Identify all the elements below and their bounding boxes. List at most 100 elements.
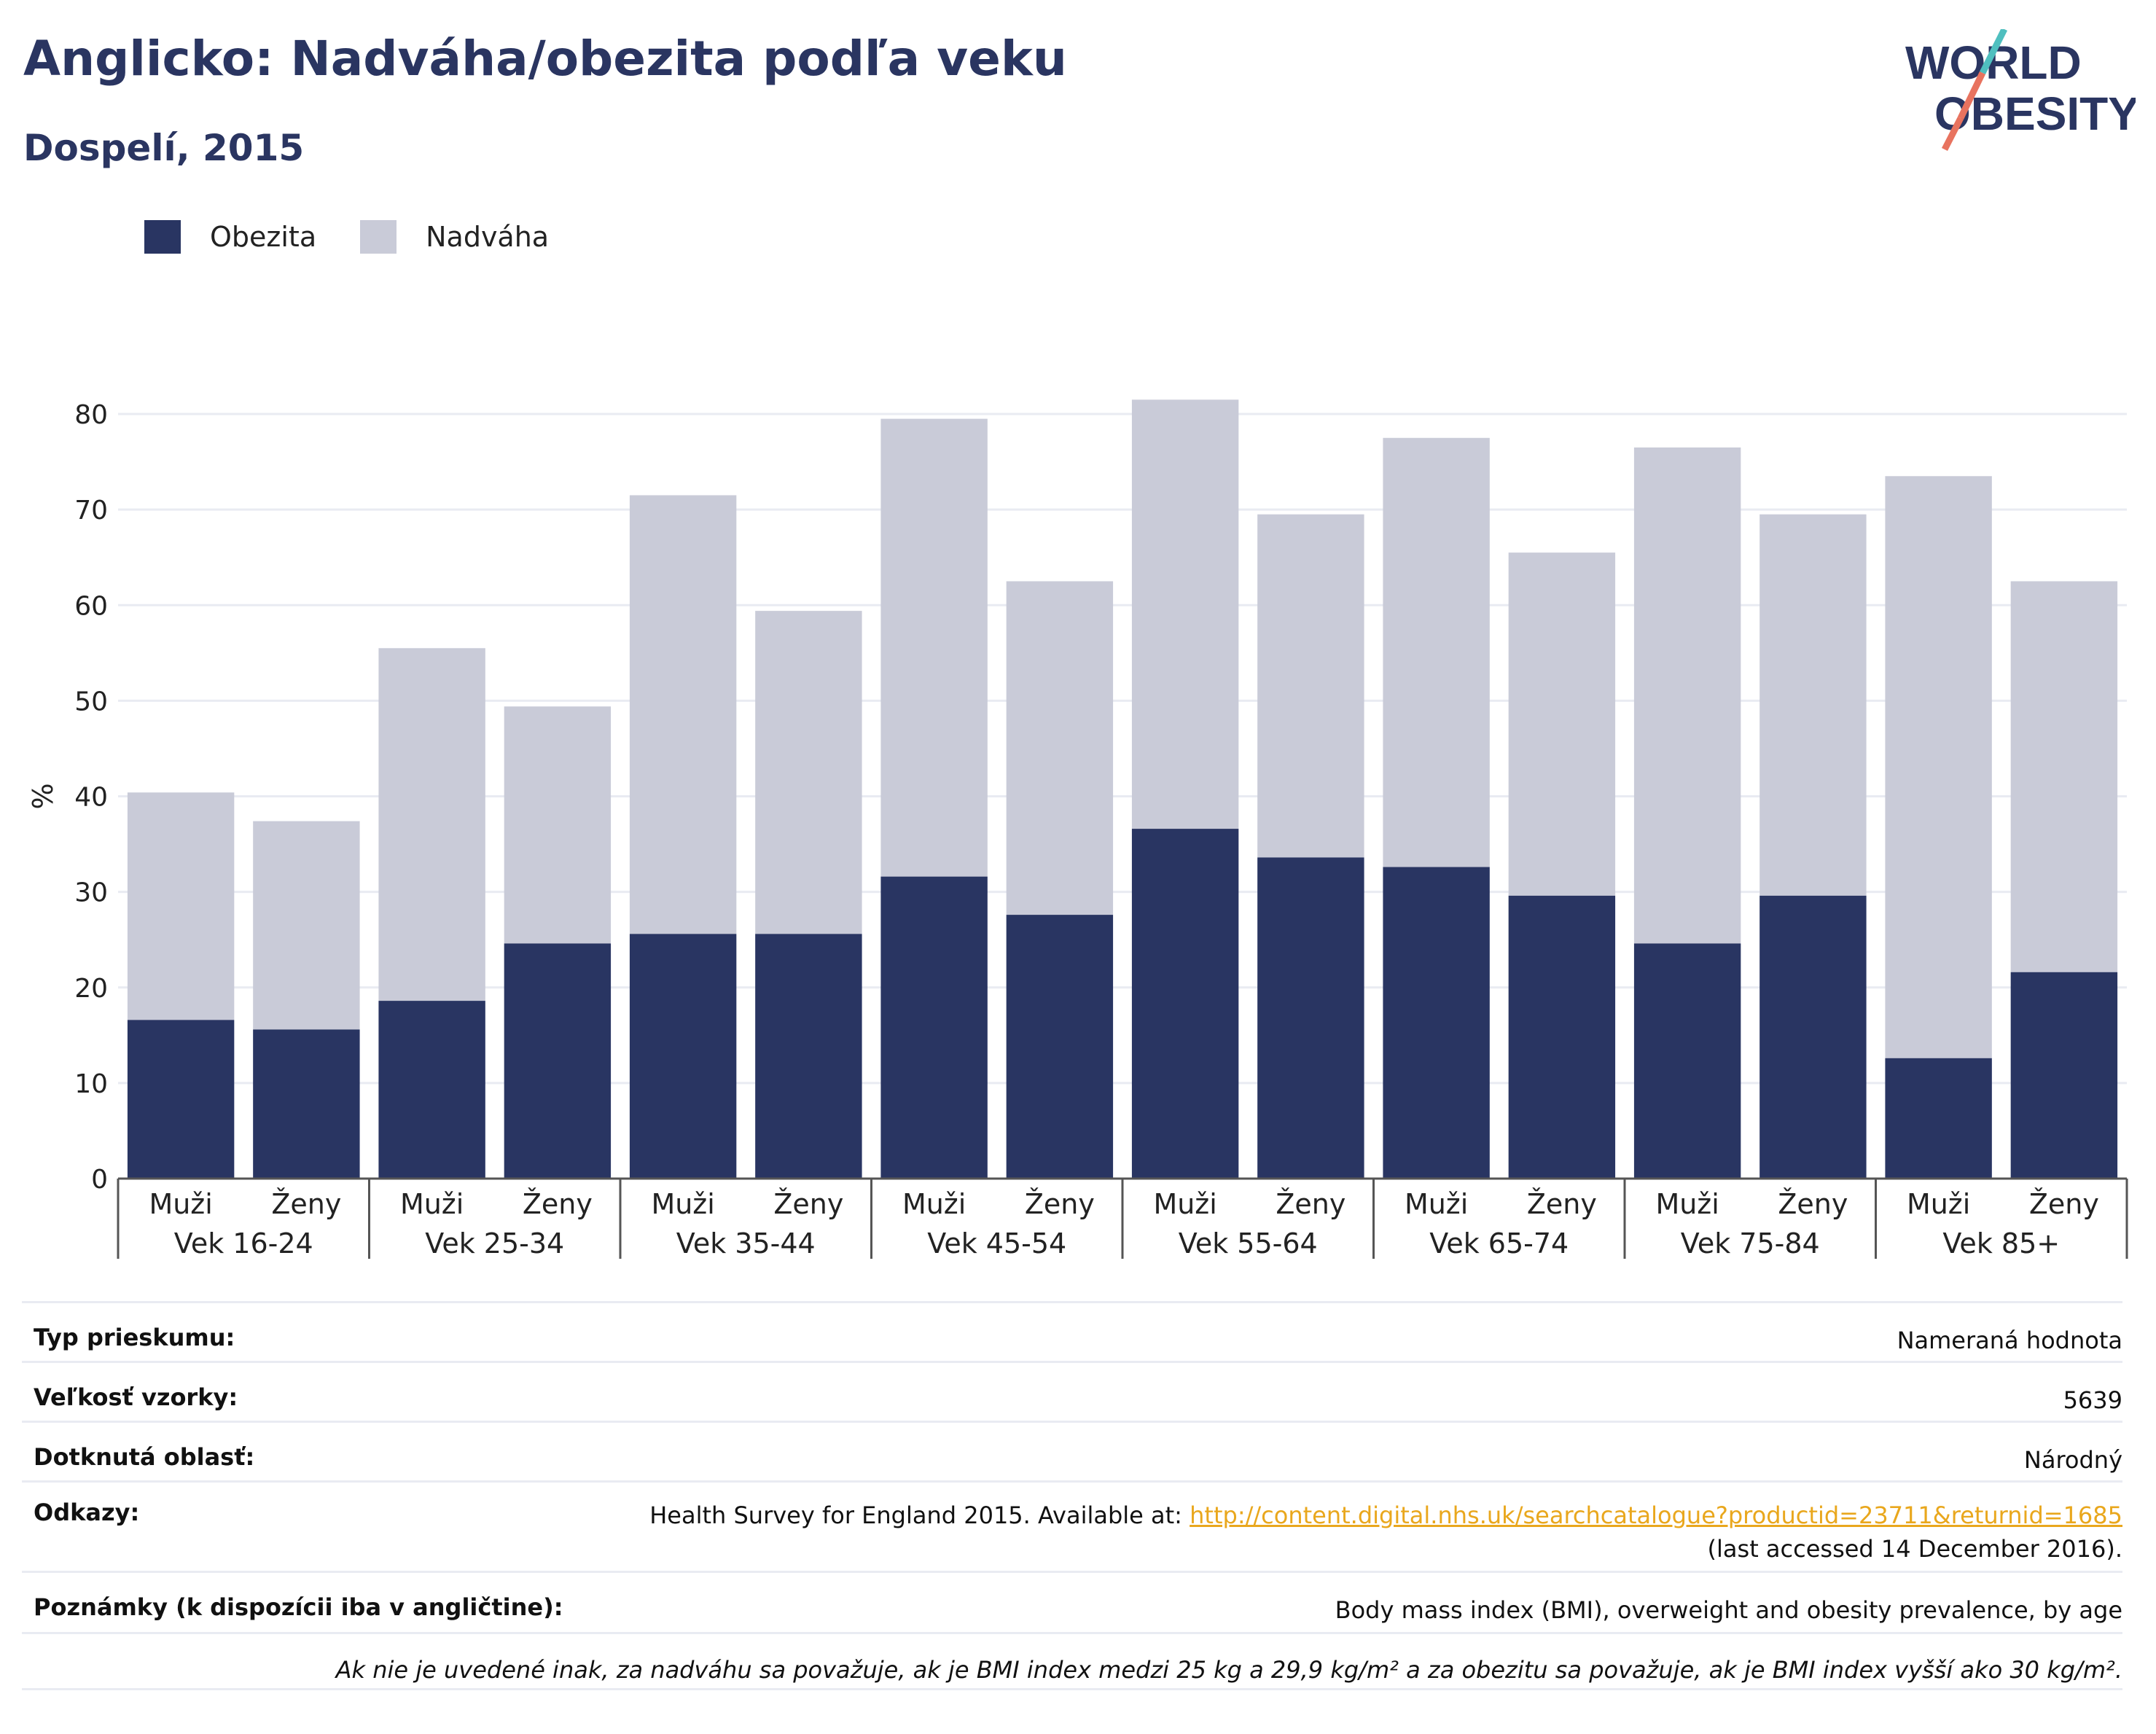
x-category-label: Ženy bbox=[271, 1188, 341, 1220]
x-category-label: Muži bbox=[1153, 1188, 1216, 1220]
legend-label-nadvaha: Nadváha bbox=[426, 221, 550, 253]
y-tick-label: 40 bbox=[74, 783, 108, 813]
y-tick-label: 20 bbox=[74, 974, 108, 1004]
x-group-label: Vek 45-54 bbox=[927, 1227, 1066, 1260]
bar-nadvaha bbox=[2010, 581, 2118, 972]
legend-swatch-obezita bbox=[144, 220, 181, 254]
info-row-survey-type: Typ prieskumu: Nameraná hodnota bbox=[22, 1301, 2122, 1361]
stacked-bar-chart: 0 10 20 30 40 50 60 70 80% Muži Ženy Muži Ženy Muži Že… bbox=[27, 399, 2128, 1260]
bar-nadvaha bbox=[1759, 514, 1867, 896]
page-subtitle: Dospelí, 2015 bbox=[23, 127, 305, 169]
bar-obezita bbox=[755, 934, 862, 1179]
y-tick-label: 80 bbox=[74, 400, 108, 430]
y-tick-label: 10 bbox=[74, 1069, 108, 1099]
bar-obezita bbox=[253, 1029, 360, 1179]
bar-obezita bbox=[1633, 943, 1741, 1179]
bar-obezita bbox=[1006, 915, 1114, 1179]
bar-nadvaha bbox=[1131, 399, 1239, 829]
references-suffix: (last accessed 14 December 2016). bbox=[1707, 1535, 2122, 1563]
bar-nadvaha bbox=[1006, 581, 1114, 915]
bar-nadvaha bbox=[504, 706, 612, 944]
info-label: Typ prieskumu: bbox=[34, 1324, 235, 1351]
x-category-label: Ženy bbox=[1276, 1188, 1345, 1220]
x-group-label: Vek 65-74 bbox=[1429, 1227, 1569, 1260]
info-row-sample-size: Veľkosť vzorky: 5639 bbox=[22, 1361, 2122, 1421]
x-group-label: Vek 75-84 bbox=[1681, 1227, 1820, 1260]
info-label: Odkazy: bbox=[34, 1499, 140, 1526]
x-category-label: Muži bbox=[1655, 1188, 1719, 1220]
bar-obezita bbox=[378, 1001, 485, 1179]
bar-nadvaha bbox=[755, 611, 862, 934]
info-table: Typ prieskumu: Nameraná hodnota Veľkosť … bbox=[22, 1301, 2122, 1690]
x-group-label: Vek 55-64 bbox=[1179, 1227, 1318, 1260]
info-value: Body mass index (BMI), overweight and ob… bbox=[1335, 1596, 2122, 1624]
logo-stroke-coral bbox=[1957, 71, 1986, 120]
bar-obezita bbox=[1257, 857, 1364, 1179]
x-category-label: Ženy bbox=[1778, 1188, 1848, 1220]
info-value: Národný bbox=[2023, 1446, 2122, 1474]
info-value: 5639 bbox=[2063, 1386, 2122, 1414]
references-link[interactable]: http://content.digital.nhs.uk/searchcata… bbox=[1190, 1501, 2122, 1529]
x-category-label: Muži bbox=[1405, 1188, 1468, 1220]
legend-item-nadvaha: Nadváha bbox=[360, 220, 549, 254]
bar-obezita bbox=[1508, 895, 1616, 1179]
bar-nadvaha bbox=[1257, 514, 1364, 858]
bar-obezita bbox=[2010, 972, 2118, 1179]
world-obesity-logo: WORLD OBESITY bbox=[1902, 27, 2139, 160]
x-category-label: Muži bbox=[400, 1188, 464, 1220]
info-label: Dotknutá oblasť: bbox=[34, 1443, 255, 1471]
y-tick-label: 30 bbox=[74, 878, 108, 908]
bar-nadvaha bbox=[253, 821, 360, 1030]
references-value: Health Survey for England 2015. Availabl… bbox=[628, 1499, 2122, 1566]
info-value: Nameraná hodnota bbox=[1897, 1327, 2122, 1354]
bar-nadvaha bbox=[127, 792, 235, 1020]
bar-obezita bbox=[1383, 867, 1490, 1179]
references-prefix: Health Survey for England 2015. Availabl… bbox=[649, 1501, 1190, 1529]
x-category-label: Muži bbox=[149, 1188, 212, 1220]
page-title: Anglicko: Nadváha/obezita podľa veku bbox=[23, 31, 1067, 87]
bar-obezita bbox=[629, 934, 737, 1179]
info-row-area: Dotknutá oblasť: Národný bbox=[22, 1421, 2122, 1480]
legend-swatch-nadvaha bbox=[360, 220, 397, 254]
info-label: Poznámky (k dispozícii iba v angličtine)… bbox=[34, 1593, 563, 1621]
x-category-label: Muži bbox=[651, 1188, 714, 1220]
bar-obezita bbox=[1885, 1058, 1992, 1179]
bar-obezita bbox=[1759, 895, 1867, 1179]
legend-item-obezita: Obezita bbox=[144, 220, 316, 254]
x-category-label: Ženy bbox=[2029, 1188, 2099, 1220]
legend-label-obezita: Obezita bbox=[210, 221, 317, 253]
x-category-label: Ženy bbox=[1025, 1188, 1095, 1220]
y-tick-label: 0 bbox=[91, 1165, 108, 1195]
x-category-label: Ženy bbox=[773, 1188, 843, 1220]
x-group-label: Vek 25-34 bbox=[425, 1227, 564, 1260]
y-tick-label: 60 bbox=[74, 591, 108, 621]
bar-obezita bbox=[880, 876, 988, 1179]
bar-obezita bbox=[1131, 829, 1239, 1179]
x-group-label: Vek 85+ bbox=[1942, 1227, 2060, 1260]
bar-obezita bbox=[504, 943, 612, 1179]
bar-nadvaha bbox=[1633, 447, 1741, 944]
bar-obezita bbox=[127, 1020, 235, 1179]
x-category-label: Muži bbox=[902, 1188, 966, 1220]
bar-nadvaha bbox=[378, 648, 485, 1001]
info-label: Veľkosť vzorky: bbox=[34, 1383, 238, 1411]
logo-stroke-teal bbox=[1979, 27, 2008, 75]
x-group-label: Vek 16-24 bbox=[174, 1227, 313, 1260]
bar-nadvaha bbox=[629, 495, 737, 934]
bar-nadvaha bbox=[1508, 552, 1616, 896]
y-tick-label: 70 bbox=[74, 496, 108, 526]
info-row-references: Odkazy: Health Survey for England 2015. … bbox=[22, 1480, 2122, 1571]
y-tick-label: 50 bbox=[74, 687, 108, 716]
bar-nadvaha bbox=[1885, 476, 1992, 1058]
x-category-label: Ženy bbox=[1527, 1188, 1597, 1220]
info-row-notes: Poznámky (k dispozícii iba v angličtine)… bbox=[22, 1571, 2122, 1632]
x-group-label: Vek 35-44 bbox=[676, 1227, 816, 1260]
logo-stroke-coral-tail bbox=[1941, 116, 1964, 152]
bar-nadvaha bbox=[1383, 437, 1490, 867]
x-category-label: Muži bbox=[1907, 1188, 1970, 1220]
y-axis-label: % bbox=[27, 783, 59, 809]
bar-nadvaha bbox=[880, 418, 988, 877]
x-category-label: Ženy bbox=[523, 1188, 593, 1220]
chart-legend: Obezita Nadváha bbox=[144, 219, 593, 255]
footnote: Ak nie je uvedené inak, za nadváhu sa po… bbox=[22, 1632, 2122, 1690]
